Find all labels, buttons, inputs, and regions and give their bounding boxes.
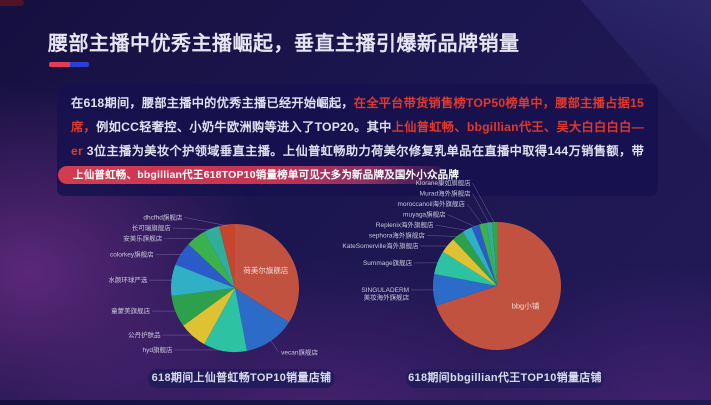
paragraph-text: 例如CC轻奢控、小奶牛欧洲购等进入了TOP20。其中 [96, 120, 392, 134]
pie-label: Klorane康如旗舰店 [416, 178, 471, 187]
pie-slice [204, 226, 235, 288]
pie-chart-right: bbg小铺 SINGULADERM 美妆海外旗舰店 Summage旗舰店 KateSom… [337, 174, 657, 398]
pie-label: sephora海外旗舰店 [369, 231, 425, 240]
pie-label: Summage旗舰店 [363, 258, 413, 267]
pie-slice [479, 222, 497, 286]
pie-slice [432, 274, 497, 306]
pie-label: 童蒙美旗舰店 [111, 306, 151, 315]
page-title: 腰部主播中优秀主播崛起，垂直主播引爆新品牌销量 [48, 33, 520, 55]
pie-label: bbg小铺 [512, 301, 540, 311]
pie-slice [434, 251, 497, 286]
pie-slice [171, 288, 235, 326]
pie-chart-left: 荷美尔旗舰店 vecan旗舰店 hyd旗舰店 公丹护肤品 童蒙美旗舰店 水颜环球严选 col… [75, 176, 395, 400]
pie-slice [492, 222, 497, 286]
pie-label-leader-line [172, 227, 212, 230]
pie-label: moroccanoil海外旗舰店 [397, 199, 465, 208]
pie-label: 长可瑞旗舰店 [132, 223, 172, 232]
pie-slice [204, 288, 247, 353]
pie-svg: bbg小铺 SINGULADERM 美妆海外旗舰店 Summage旗舰店 KateSom… [342, 178, 561, 350]
paragraph-emphasis-text: 在全平台带货销售榜TOP50榜单中，腰部主播占据15席， [71, 96, 644, 134]
pie-slice [436, 222, 561, 350]
pie-label: muyaga旗舰店 [403, 210, 446, 219]
pie-slice [183, 288, 235, 345]
highlight-pill: 上仙普虹畅、bbgillian代王618TOP10销量榜单可见大多为新品牌及国外… [58, 166, 459, 184]
pie-label: dhcfhd旗舰店 [143, 212, 183, 221]
pie-label-leader-line [472, 182, 495, 224]
pie-label: KateSomerville海外旗舰店 [342, 241, 419, 250]
pie-label-leader-line [466, 203, 484, 226]
pie-slice [486, 222, 497, 286]
pie-slice [188, 231, 235, 288]
pie-label: colorkey旗舰店 [110, 249, 154, 258]
pie-slice [453, 231, 497, 286]
pie-label: 公丹护肤品 [128, 330, 161, 339]
title-underline-bar [49, 62, 89, 67]
pie-label: Murad海外旗舰店 [420, 189, 471, 198]
pie-label-leader-line [270, 339, 279, 352]
pie-slice [235, 288, 290, 351]
pie-slice [170, 264, 235, 297]
intro-paragraph: 在618期间，腰部主播中的优秀主播已经开始崛起，在全平台带货销售榜TOP50榜单… [57, 84, 658, 196]
pie-slice [219, 224, 235, 288]
paragraph-emphasis-text: 上仙普虹畅、bbgillian代王、吴大白白白白—er [71, 120, 644, 158]
pie-slice [471, 224, 497, 286]
pie-slice [442, 239, 497, 286]
pie-label-leader-line [426, 235, 459, 237]
pie-label: hyd旗舰店 [143, 345, 173, 354]
corner-mark [0, 0, 24, 6]
caption-pill-left: 618期间上仙普虹畅TOP10销量店铺 [148, 369, 335, 388]
pie-slice [235, 224, 300, 323]
pie-label: 安美乐旗舰店 [123, 233, 162, 242]
pie-label: SINGULADERM 美妆海外旗舰店 [361, 287, 409, 302]
pie-label: 水颜环球严选 [108, 275, 148, 284]
paragraph-text: 在618期间，腰部主播中的优秀主播已经开始崛起， [71, 96, 354, 110]
caption-pill-right: 618期间bbgillian代王TOP10销量店铺 [406, 369, 604, 388]
pie-slice [175, 244, 235, 288]
pie-label-leader-line [435, 224, 468, 231]
pie-label: vecan旗舰店 [281, 348, 318, 357]
pie-slice [462, 227, 497, 286]
pie-label-leader-line [184, 217, 228, 227]
pie-label-leader-line [472, 193, 490, 224]
pie-label: 荷美尔旗舰店 [243, 265, 288, 275]
pie-label: Replenix海外旗舰店 [376, 220, 434, 229]
pie-label-leader-line [447, 214, 476, 228]
